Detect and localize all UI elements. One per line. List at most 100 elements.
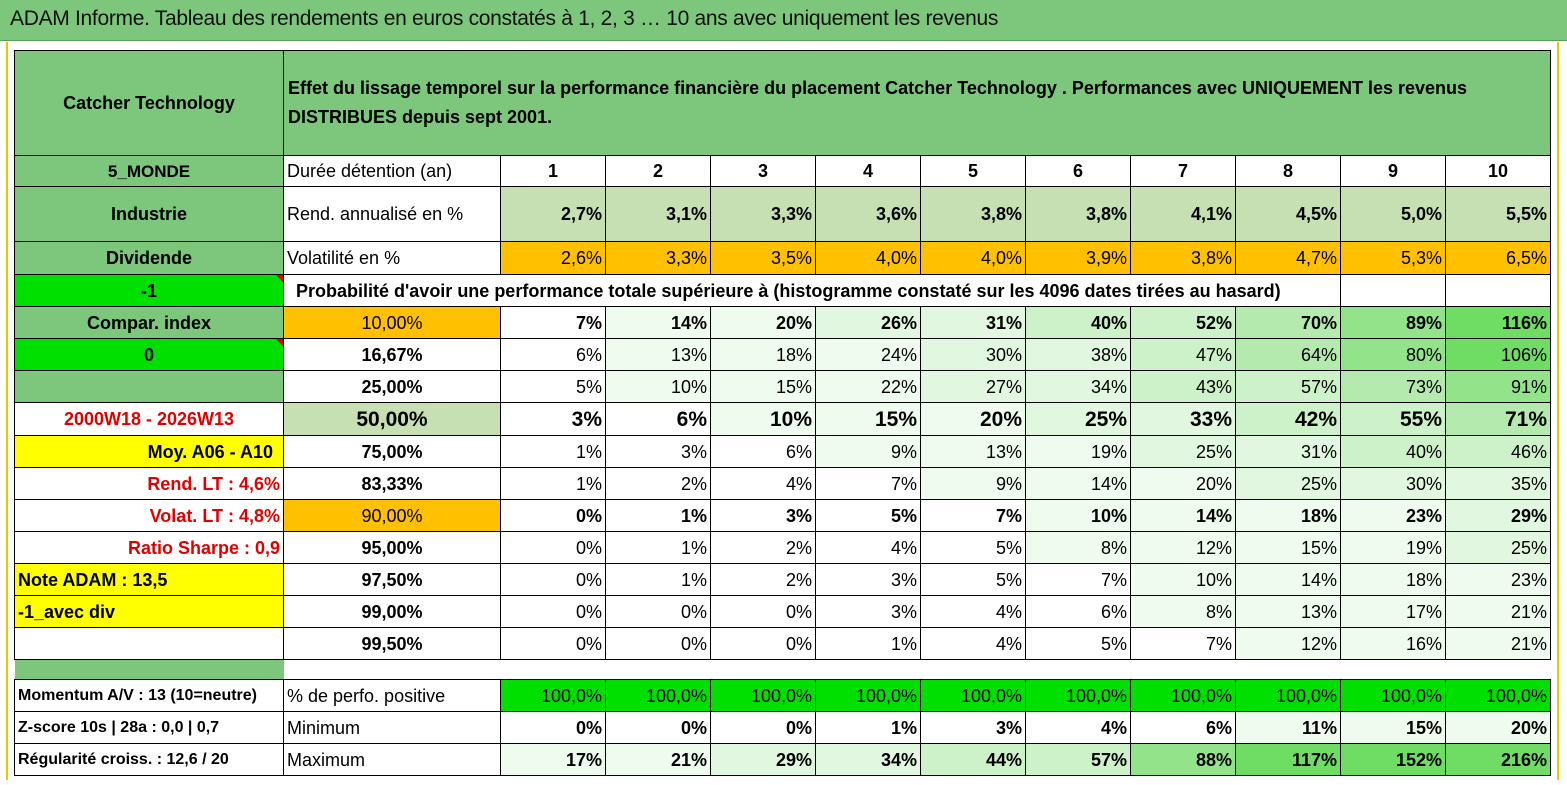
maximum-value: 17%: [500, 743, 606, 776]
prob-value: 5%: [500, 370, 606, 403]
prob-value: 31%: [920, 306, 1026, 339]
rend-value: 5,0%: [1340, 186, 1446, 242]
prob-value: 15%: [815, 402, 921, 436]
prob-value: 25%: [1130, 435, 1236, 468]
sharpe-cell: Ratio Sharpe : 0,9: [14, 531, 284, 564]
positive-value: 100,0%: [1235, 679, 1341, 712]
rend-value: 4,5%: [1235, 186, 1341, 242]
year-header: 2: [605, 155, 711, 187]
threshold-label: 99,00%: [283, 595, 501, 628]
positive-value: 100,0%: [1130, 679, 1236, 712]
prob-value: 10%: [1130, 563, 1236, 596]
prob-value: 22%: [815, 370, 921, 403]
zscore-cell: Z-score 10s | 28a : 0,0 | 0,7: [14, 711, 284, 744]
threshold-label: 99,50%: [283, 627, 501, 660]
prob-value: 7%: [1025, 563, 1131, 596]
prob-value: 4%: [920, 627, 1026, 660]
prob-value: 0%: [605, 627, 711, 660]
prob-value: 106%: [1445, 338, 1551, 371]
volat-value: 4,7%: [1235, 241, 1341, 275]
prob-value: 30%: [920, 338, 1026, 371]
description-cell: Effet du lissage temporel sur la perform…: [283, 50, 1551, 156]
prob-value: 5%: [920, 531, 1026, 564]
spacer: [284, 660, 1551, 680]
prob-value: 0%: [710, 595, 816, 628]
year-header: 7: [1130, 155, 1236, 187]
year-header: 9: [1340, 155, 1446, 187]
report-frame: [6, 42, 1559, 780]
prob-value: 0%: [500, 531, 606, 564]
prob-value: 0%: [710, 627, 816, 660]
blank-cell: [14, 627, 284, 660]
prob-value: 2%: [710, 531, 816, 564]
minimum-value: 20%: [1445, 711, 1551, 744]
prob-value: 2%: [710, 563, 816, 596]
avec-div-cell: -1_avec div: [14, 595, 284, 628]
prob-value: 2%: [605, 467, 711, 500]
year-header: 3: [710, 155, 816, 187]
prob-value: 14%: [605, 306, 711, 339]
prob-value: 20%: [920, 402, 1026, 436]
prob-value: 3%: [500, 402, 606, 436]
regularite-cell: Régularité croiss. : 12,6 / 20: [14, 743, 284, 776]
minimum-value: 3%: [920, 711, 1026, 744]
proba-label: Probabilité d'avoir une performance tota…: [283, 274, 1341, 307]
prob-value: 42%: [1235, 402, 1341, 436]
rend-value: 3,1%: [605, 186, 711, 242]
minimum-value: 15%: [1340, 711, 1446, 744]
threshold-label: 83,33%: [283, 467, 501, 500]
maximum-value: 34%: [815, 743, 921, 776]
positive-value: 100,0%: [500, 679, 606, 712]
rend-value: 3,6%: [815, 186, 921, 242]
code1-cell: -1: [14, 274, 284, 307]
prob-value: 1%: [815, 627, 921, 660]
prob-value: 19%: [1340, 531, 1446, 564]
year-header: 6: [1025, 155, 1131, 187]
minimum-value: 6%: [1130, 711, 1236, 744]
prob-value: 29%: [1445, 499, 1551, 532]
prob-value: 13%: [920, 435, 1026, 468]
prob-value: 8%: [1025, 531, 1131, 564]
year-header: 10: [1445, 155, 1551, 187]
threshold-label: 16,67%: [283, 338, 501, 371]
prob-value: 7%: [500, 306, 606, 339]
year-header: 1: [500, 155, 606, 187]
prob-value: 8%: [1130, 595, 1236, 628]
maximum-value: 152%: [1340, 743, 1446, 776]
prob-value: 18%: [710, 338, 816, 371]
period-cell: 2000W18 - 2026W13: [14, 402, 284, 436]
positive-value: 100,0%: [605, 679, 711, 712]
prob-value: 80%: [1340, 338, 1446, 371]
volat-value: 4,0%: [920, 241, 1026, 275]
maximum-value: 21%: [605, 743, 711, 776]
report-banner: ADAM Informe. Tableau des rendements en …: [0, 0, 1567, 41]
prob-value: 16%: [1340, 627, 1446, 660]
prob-value: 27%: [920, 370, 1026, 403]
prob-value: 38%: [1025, 338, 1131, 371]
moy-cell: Moy. A06 - A10: [14, 435, 284, 468]
prob-value: 17%: [1340, 595, 1446, 628]
prob-value: 70%: [1235, 306, 1341, 339]
volat-value: 4,0%: [815, 241, 921, 275]
prob-value: 14%: [1130, 499, 1236, 532]
prob-value: 91%: [1445, 370, 1551, 403]
prob-value: 12%: [1130, 531, 1236, 564]
positive-value: 100,0%: [815, 679, 921, 712]
prob-value: 0%: [500, 627, 606, 660]
blank-green-cell: [14, 370, 284, 403]
prob-value: 5%: [1025, 627, 1131, 660]
prob-value: 40%: [1340, 435, 1446, 468]
rend-value: 3,3%: [710, 186, 816, 242]
threshold-label: 97,50%: [283, 563, 501, 596]
prob-value: 7%: [920, 499, 1026, 532]
prob-value: 1%: [605, 531, 711, 564]
minimum-value: 0%: [500, 711, 606, 744]
prob-value: 14%: [1025, 467, 1131, 500]
maximum-value: 57%: [1025, 743, 1131, 776]
prob-value: 57%: [1235, 370, 1341, 403]
prob-value: 9%: [920, 467, 1026, 500]
prob-value: 4%: [815, 531, 921, 564]
prob-value: 21%: [1445, 627, 1551, 660]
prob-value: 10%: [1025, 499, 1131, 532]
prob-value: 25%: [1025, 402, 1131, 436]
